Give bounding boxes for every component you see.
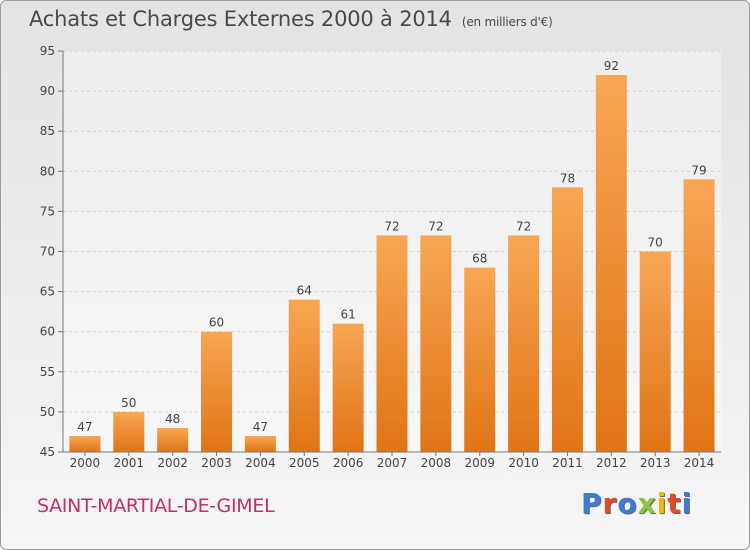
bar-value-label: 50	[121, 396, 136, 410]
bar-value-label: 60	[209, 316, 224, 330]
x-tick-label: 2000	[70, 456, 101, 470]
bar-2000	[69, 435, 101, 452]
x-tick-label: 2014	[684, 456, 715, 470]
bar-value-label: 78	[560, 171, 575, 185]
x-tick-label: 2009	[464, 456, 495, 470]
y-tick-label: 95	[40, 44, 55, 58]
x-tick-label: 2007	[377, 456, 408, 470]
chart-subtitle: (en milliers d'€)	[461, 15, 553, 29]
y-tick-label: 60	[40, 325, 55, 339]
logo-letter: t	[667, 487, 682, 520]
bar-2006	[332, 323, 364, 452]
x-tick-label: 2013	[640, 456, 671, 470]
bar-2008	[420, 235, 452, 452]
bar-value-label: 48	[165, 412, 180, 426]
proxiti-logo: Proxiti	[581, 487, 692, 520]
bar-value-label: 72	[516, 219, 531, 233]
x-tick-label: 2006	[333, 456, 364, 470]
x-tick-label: 2003	[201, 456, 232, 470]
x-tick-label: 2011	[552, 456, 583, 470]
bar-value-label: 47	[77, 420, 92, 434]
y-tick-label: 45	[40, 445, 55, 459]
y-tick-label: 80	[40, 164, 55, 178]
y-tick-label: 85	[40, 124, 55, 138]
bar-2003	[201, 331, 233, 452]
chart-title: Achats et Charges Externes 2000 à 2014 (e…	[29, 7, 553, 31]
x-tick-label: 2002	[157, 456, 188, 470]
bar-2009	[464, 267, 496, 452]
logo-letter: o	[617, 487, 638, 520]
x-tick-label: 2004	[245, 456, 276, 470]
x-tick-label: 2008	[421, 456, 452, 470]
bar-2013	[639, 251, 671, 452]
bar-value-label: 64	[297, 284, 312, 298]
y-tick-label: 65	[40, 285, 55, 299]
x-tick-label: 2010	[508, 456, 539, 470]
y-tick-label: 90	[40, 84, 55, 98]
chart-title-text: Achats et Charges Externes 2000 à 2014	[29, 7, 452, 31]
y-tick-label: 50	[40, 405, 55, 419]
logo-letter: i	[656, 487, 668, 520]
bar-value-label: 79	[691, 163, 706, 177]
y-tick-label: 55	[40, 365, 55, 379]
bar-2012	[595, 75, 627, 452]
logo-letter: P	[581, 487, 603, 520]
bar-value-label: 68	[472, 252, 487, 266]
y-tick-label: 75	[40, 204, 55, 218]
bar-2004	[244, 435, 276, 452]
city-name: SAINT-MARTIAL-DE-GIMEL	[37, 495, 275, 517]
bar-2002	[157, 427, 189, 452]
bar-2014	[683, 179, 715, 452]
bar-2001	[113, 411, 145, 452]
x-tick-label: 2012	[596, 456, 627, 470]
logo-letter: i	[681, 487, 693, 520]
bar-2010	[508, 235, 540, 452]
logo-letter: x	[637, 487, 657, 520]
y-tick-label: 70	[40, 245, 55, 259]
logo-letter: r	[602, 487, 618, 520]
x-tick-label: 2001	[114, 456, 145, 470]
bar-value-label: 92	[604, 59, 619, 73]
bar-value-label: 72	[384, 219, 399, 233]
bar-value-label: 72	[428, 219, 443, 233]
bar-value-label: 70	[648, 236, 663, 250]
bar-2011	[551, 187, 583, 452]
bar-2007	[376, 235, 408, 452]
bar-value-label: 47	[253, 420, 268, 434]
bar-value-label: 61	[340, 308, 355, 322]
bar-2005	[288, 299, 320, 452]
x-tick-label: 2005	[289, 456, 320, 470]
